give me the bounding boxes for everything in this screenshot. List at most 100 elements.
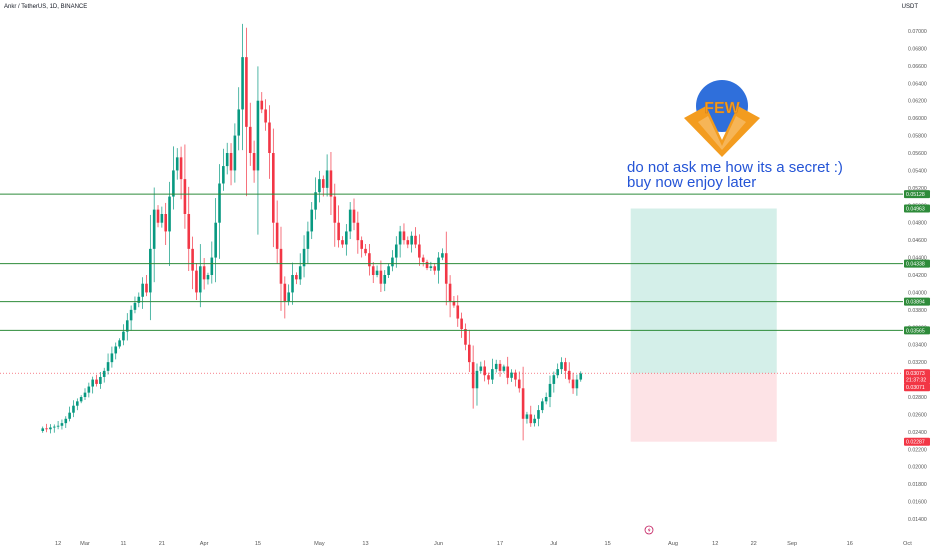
candle-body <box>141 283 144 297</box>
candle-body <box>49 427 52 430</box>
candle-body <box>421 257 425 262</box>
candle-body <box>256 100 260 171</box>
candle-body <box>368 253 371 267</box>
candle-body <box>175 157 179 171</box>
price-tick-label: 0.05400 <box>908 168 927 174</box>
annotation-line-1: do not ask me how its a secret :) <box>627 159 843 176</box>
candle-body <box>52 426 56 428</box>
candle-body <box>410 235 413 245</box>
date-tick-label: 15 <box>605 541 611 547</box>
candle-body <box>514 372 517 380</box>
candle-body <box>106 362 110 371</box>
price-tick-label: 0.05600 <box>908 151 927 157</box>
candle-body <box>76 401 79 406</box>
candle-body <box>433 266 437 271</box>
candle-body <box>556 369 559 376</box>
candle-body <box>99 376 102 384</box>
price-tick-label: 0.02400 <box>908 430 927 436</box>
candle-body <box>560 362 563 370</box>
candle-body <box>245 57 248 127</box>
currency-label: USDT <box>901 4 918 10</box>
candle-body <box>483 366 486 376</box>
candle-body <box>448 283 452 302</box>
price-tick-label: 0.07000 <box>908 29 927 35</box>
price-tick-label: 0.02200 <box>908 447 927 453</box>
price-tick-label: 0.04200 <box>908 273 927 279</box>
candle-body <box>210 257 214 275</box>
candle-body <box>160 214 164 223</box>
price-tick-label: 0.06600 <box>908 64 927 70</box>
price-tick-label: 0.03400 <box>908 343 927 349</box>
candle-body <box>95 379 98 384</box>
candle-body <box>114 346 118 354</box>
candle-body <box>233 135 237 171</box>
candle-body <box>406 240 410 245</box>
candle-body <box>295 275 298 280</box>
candle-body <box>56 425 60 427</box>
level-price-tag: 0.03565 <box>904 326 930 335</box>
candle-body <box>475 370 479 389</box>
candle-body <box>352 209 356 223</box>
target-price-tag: 0.04963 <box>904 204 930 213</box>
price-tick-label: 0.02000 <box>908 465 927 471</box>
candle-body <box>544 397 548 402</box>
date-tick-label: Sep <box>787 541 797 547</box>
svg-text:FEW: FEW <box>704 100 740 117</box>
price-tick-label: 0.02800 <box>908 395 927 401</box>
candle-body <box>468 344 471 363</box>
candle-body <box>552 375 556 384</box>
date-tick-label: Jul <box>550 541 557 547</box>
few-logo: FEW <box>684 80 760 157</box>
candle-body <box>72 405 75 413</box>
candle-body <box>398 231 402 245</box>
level-price-tag: 0.03894 <box>904 297 930 306</box>
candle-body <box>64 418 68 424</box>
date-tick-label: Aug <box>668 541 678 547</box>
date-tick-label: 22 <box>751 541 757 547</box>
entry-price-tag: 0.03071 <box>904 383 930 392</box>
candle-body <box>321 179 325 188</box>
date-tick-label: 17 <box>497 541 503 547</box>
loss-zone <box>630 373 777 442</box>
candle-body <box>391 257 394 267</box>
candle-body <box>479 366 483 371</box>
price-tick-label: 0.03200 <box>908 360 927 366</box>
candle-body <box>222 166 225 184</box>
candle-body <box>260 100 264 110</box>
candle-body <box>183 179 187 214</box>
price-tick-label: 0.04000 <box>908 290 927 296</box>
last-price-tag: 0.03073 <box>904 369 930 378</box>
candle-body <box>498 363 502 371</box>
candle-body <box>102 370 106 377</box>
candle-body <box>460 318 463 330</box>
candle-body <box>541 401 544 411</box>
candle-body <box>310 209 314 232</box>
candle-body <box>414 235 417 245</box>
date-tick-label: 15 <box>255 541 261 547</box>
candle-body <box>564 362 567 371</box>
candle-body <box>41 428 45 431</box>
candle-body <box>364 248 367 254</box>
candle-body <box>198 266 202 293</box>
svg-text:0.04963: 0.04963 <box>906 207 925 213</box>
candle-body <box>494 363 498 370</box>
candle-body <box>402 231 406 241</box>
candle-body <box>487 375 490 380</box>
price-tick-label: 0.02600 <box>908 412 927 418</box>
candle-body <box>341 240 344 245</box>
candle-body <box>164 214 168 232</box>
annotation-text: do not ask me how its a secret :) buy no… <box>627 160 843 190</box>
candle-body <box>314 192 317 210</box>
date-tick-label: Mar <box>80 541 90 547</box>
price-tick-label: 0.01800 <box>908 482 927 488</box>
price-tick-label: 0.06800 <box>908 46 927 52</box>
price-tick-label: 0.06400 <box>908 81 927 87</box>
level-price-tag: 0.04338 <box>904 259 930 268</box>
svg-text:0.03565: 0.03565 <box>906 328 925 334</box>
candle-body <box>152 209 156 249</box>
candle-body <box>83 392 87 397</box>
candle-body <box>252 153 256 171</box>
symbol-title[interactable]: Ankr / TetherUS, 1D, BINANCE <box>4 4 88 10</box>
candle-body <box>529 414 533 424</box>
